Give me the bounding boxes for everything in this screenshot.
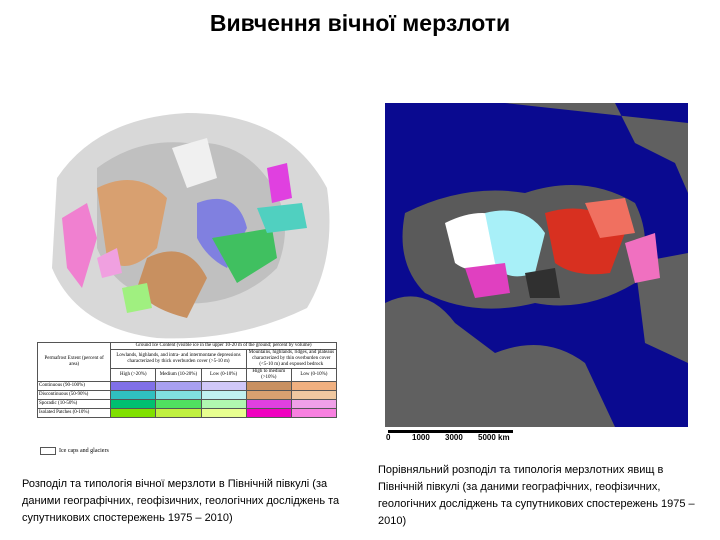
legend-row-label: Discontinuous (50-90%) [36, 390, 112, 400]
legend-column: Low (0-10%) [200, 368, 247, 382]
legend-footer: Ice caps and glaciers [40, 447, 109, 455]
map-region [485, 210, 545, 277]
legend-column: Medium (10-20%) [155, 368, 202, 382]
legend-swatch [110, 399, 157, 409]
map-region [585, 198, 635, 238]
scale-label: 3000 [445, 433, 463, 442]
legend-subheader: Mountains, highlands, ridges, and platea… [245, 349, 338, 369]
legend-swatch [245, 408, 292, 418]
map-region [385, 296, 615, 427]
legend-row-label: Isolated Patches (0-10%) [36, 408, 112, 418]
legend-corner-header: Permafrost Extent (percent of area) [36, 342, 112, 382]
legend-footer-text: Ice caps and glaciers [59, 448, 109, 454]
legend-swatch [155, 408, 202, 418]
legend-swatch [200, 381, 247, 391]
slide-title: Вивчення вічної мерзлоти [209, 10, 511, 36]
legend-swatch [290, 381, 338, 391]
map-legend: Permafrost Extent (percent of area) Grou… [36, 342, 338, 418]
legend-group-header: Ground Ice Content (visible ice in the u… [110, 342, 337, 350]
map-region [505, 103, 688, 193]
map-region [97, 180, 167, 266]
legend-swatch [110, 408, 157, 418]
legend-swatch [290, 408, 338, 418]
legend-swatch [290, 390, 338, 400]
map-region [172, 138, 217, 188]
legend-row-label: Sporadic (10-50%) [36, 399, 112, 409]
legend-column: Low (0-10%) [290, 368, 338, 382]
legend-swatch [245, 390, 292, 400]
legend-swatch [290, 399, 338, 409]
legend-row-label: Continuous (90-100%) [36, 381, 112, 391]
scale-label: 1000 [412, 433, 430, 442]
map-region [137, 251, 207, 318]
map-region [97, 248, 122, 278]
legend-swatch [200, 390, 247, 400]
map-region [257, 203, 307, 233]
scale-label: 0 [386, 433, 391, 442]
legend-column: High (>20%) [110, 368, 157, 382]
scale-label: 5000 km [478, 433, 510, 442]
legend-swatch [200, 399, 247, 409]
map-region [212, 228, 277, 283]
legend-swatch [155, 381, 202, 391]
legend-swatch [200, 408, 247, 418]
right-caption: Порівняльний розподіл та типологія мерзл… [378, 464, 695, 527]
map-region [267, 163, 292, 203]
legend-swatch [110, 390, 157, 400]
legend-swatch [155, 390, 202, 400]
legend-swatch [245, 399, 292, 409]
map-region [635, 253, 688, 363]
map-region [625, 233, 660, 283]
left-caption: Розподіл та типологія вічної мерзлоти в … [22, 478, 340, 524]
legend-subheader: Lowlands, highlands, and intra- and inte… [110, 349, 247, 369]
legend-swatch [110, 381, 157, 391]
permafrost-map [37, 108, 337, 342]
map-region [122, 283, 152, 313]
map-region [525, 268, 560, 298]
legend-swatch [155, 399, 202, 409]
legend-column: High to medium (>10%) [245, 368, 292, 382]
legend-swatch [245, 381, 292, 391]
map-region [62, 203, 97, 288]
comparison-map [385, 103, 688, 427]
scale-bar [388, 430, 513, 433]
map-region [465, 263, 510, 298]
